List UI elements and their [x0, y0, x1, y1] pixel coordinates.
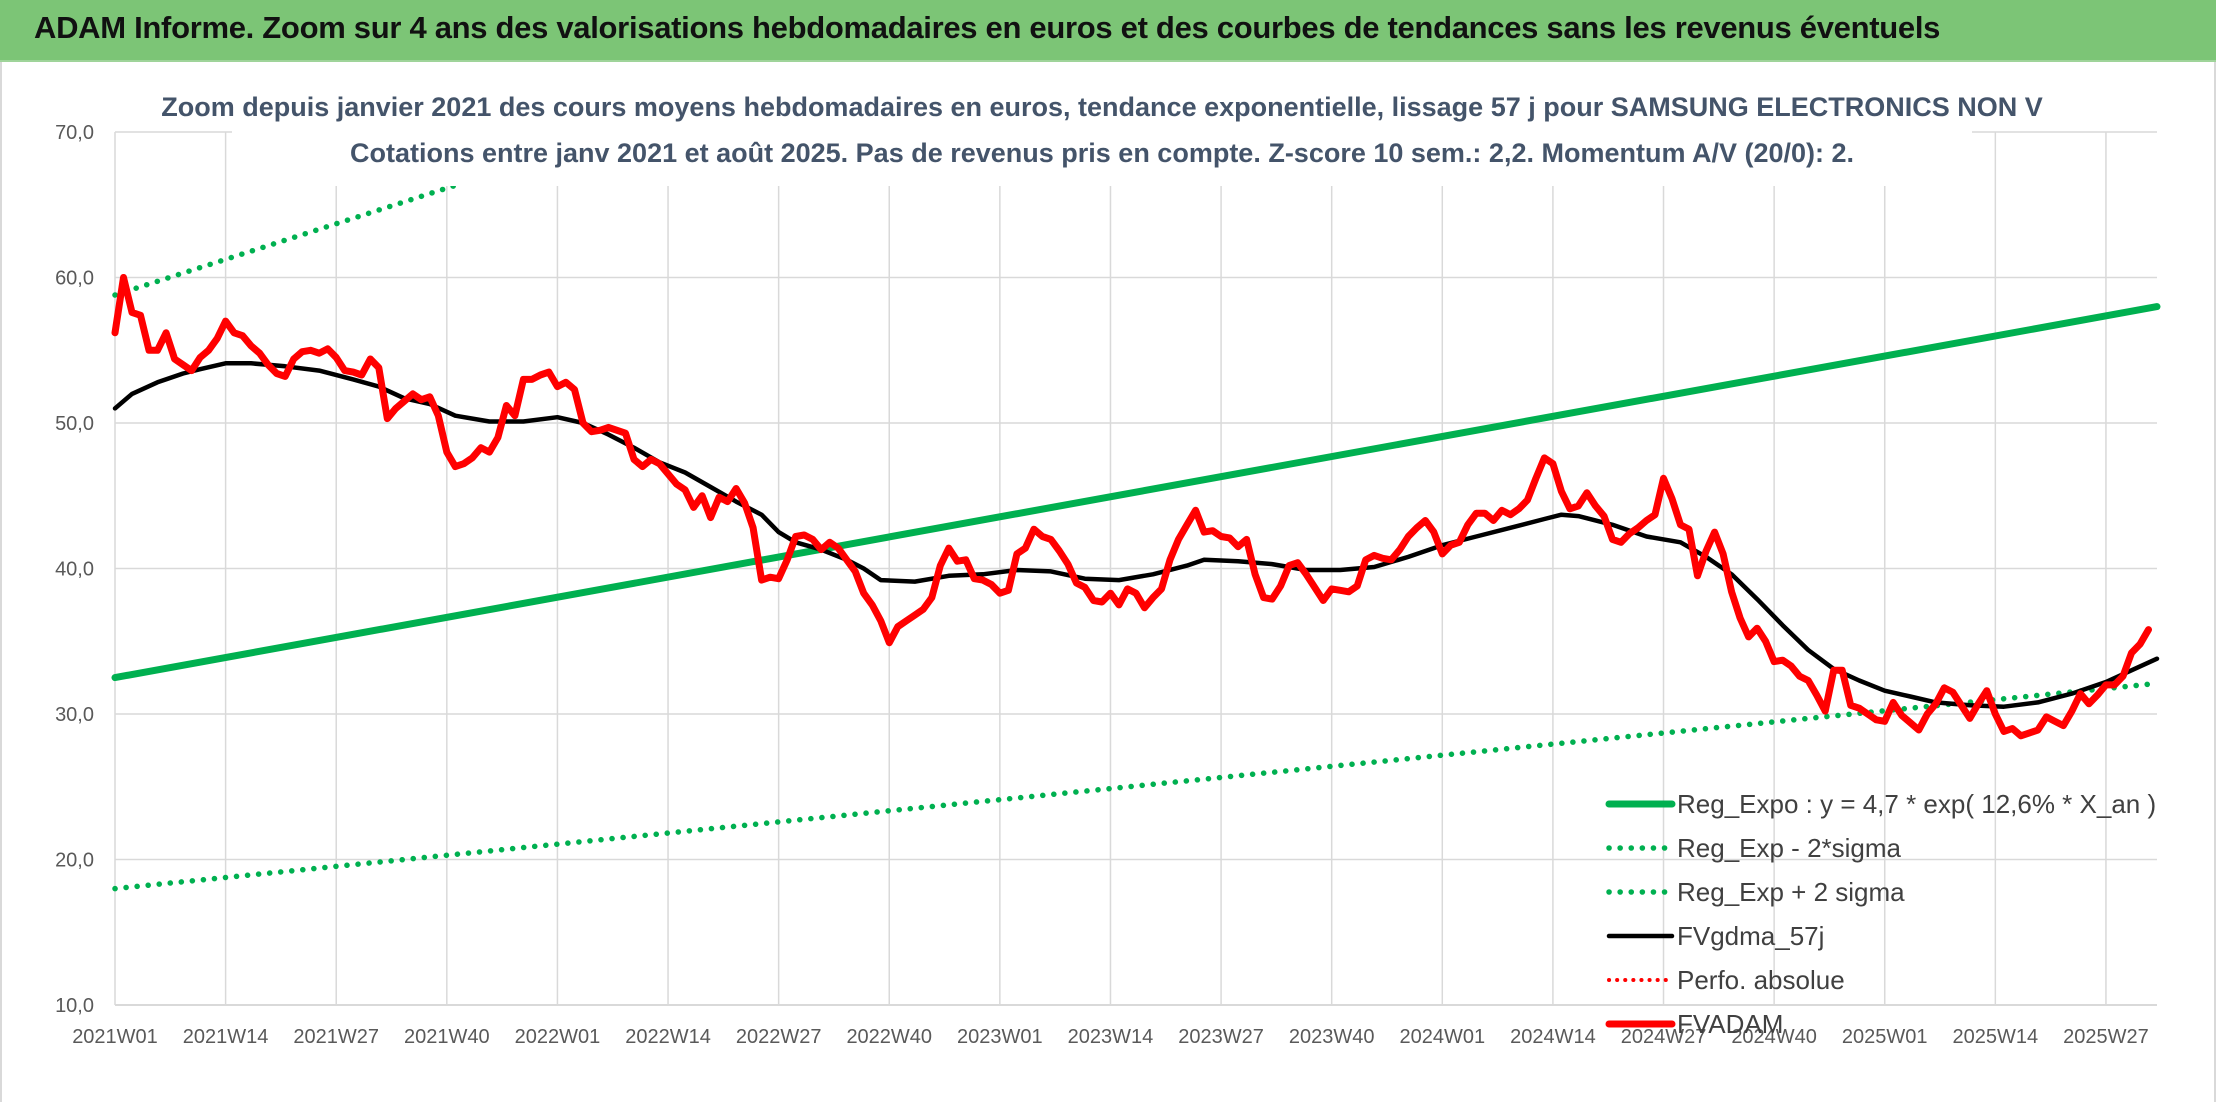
y-tick-label: 60,0	[55, 268, 94, 290]
legend-label: FVADAM	[1677, 1009, 1783, 1039]
chart-subtitle-line2: Cotations entre janv 2021 et août 2025. …	[350, 138, 1854, 168]
fvgdma-57j-line	[112, 361, 2160, 709]
reg-expo-line	[111, 303, 2161, 682]
x-tick-label: 2023W14	[1068, 1026, 1154, 1048]
x-tick-label: 2021W14	[183, 1026, 269, 1048]
x-tick-label: 2021W27	[293, 1026, 379, 1048]
x-tick-label: 2022W27	[736, 1026, 822, 1048]
legend-label: FVgdma_57j	[1677, 921, 1824, 951]
line-chart: 10,020,030,040,050,060,070,0 2021W01 2021…	[55, 90, 2161, 1048]
x-tick-label: 2024W40	[1731, 1026, 1817, 1048]
x-tick-label: 2021W01	[72, 1026, 158, 1048]
x-tick-label: 2023W27	[1178, 1026, 1264, 1048]
x-axis-ticks: 2021W01 2021W14 2021W27 2021W40 2022W01 2022W…	[72, 1026, 2149, 1048]
x-tick-label: 2025W27	[2063, 1026, 2149, 1048]
x-tick-label: 2022W40	[846, 1026, 932, 1048]
x-tick-label: 2024W27	[1621, 1026, 1707, 1048]
legend-label: Reg_Exp - 2*sigma	[1677, 833, 1902, 863]
y-tick-label: 10,0	[55, 995, 94, 1017]
legend: Reg_Expo : y = 4,7 * exp( 12,6% * X_an )…	[1605, 789, 2156, 1039]
legend-label: Reg_Expo : y = 4,7 * exp( 12,6% * X_an )	[1677, 789, 2156, 819]
chart-frame: 10,0 20,0 30,0 40,0 50,0 60,0 70,0 2021W01 2021…	[0, 62, 2216, 1102]
x-tick-label: 2022W01	[515, 1026, 601, 1048]
x-tick-label: 2022W14	[625, 1026, 711, 1048]
fvadam-line	[111, 274, 2152, 740]
x-tick-label: 2025W01	[1842, 1026, 1928, 1048]
x-tick-label: 2024W14	[1510, 1026, 1596, 1048]
y-tick-label: 20,0	[55, 850, 94, 872]
x-tick-label: 2025W14	[1953, 1026, 2039, 1048]
legend-label: Reg_Exp + 2 sigma	[1677, 877, 1905, 907]
x-tick-label: 2023W40	[1289, 1026, 1375, 1048]
y-tick-label: 40,0	[55, 559, 94, 581]
y-axis-ticks: 10,0 20,0 30,0 40,0 50,0 60,0 70,0	[55, 122, 94, 1017]
report-title: ADAM Informe. Zoom sur 4 ans des valoris…	[34, 10, 1941, 45]
gridlines	[114, 131, 2157, 1006]
y-tick-label: 70,0	[55, 122, 94, 144]
chart-subtitle-line1: Zoom depuis janvier 2021 des cours moyen…	[161, 92, 2043, 122]
reg-exp-minus-2sigma-line	[112, 680, 2160, 892]
y-tick-label: 50,0	[55, 413, 94, 435]
report-banner: ADAM Informe. Zoom sur 4 ans des valoris…	[0, 0, 2216, 62]
x-tick-label: 2024W01	[1399, 1026, 1485, 1048]
y-tick-label: 30,0	[55, 704, 94, 726]
x-tick-label: 2023W01	[957, 1026, 1043, 1048]
x-tick-label: 2021W40	[404, 1026, 490, 1048]
legend-label: Perfo. absolue	[1677, 965, 1845, 995]
subtitle-backdrop	[232, 90, 1972, 186]
